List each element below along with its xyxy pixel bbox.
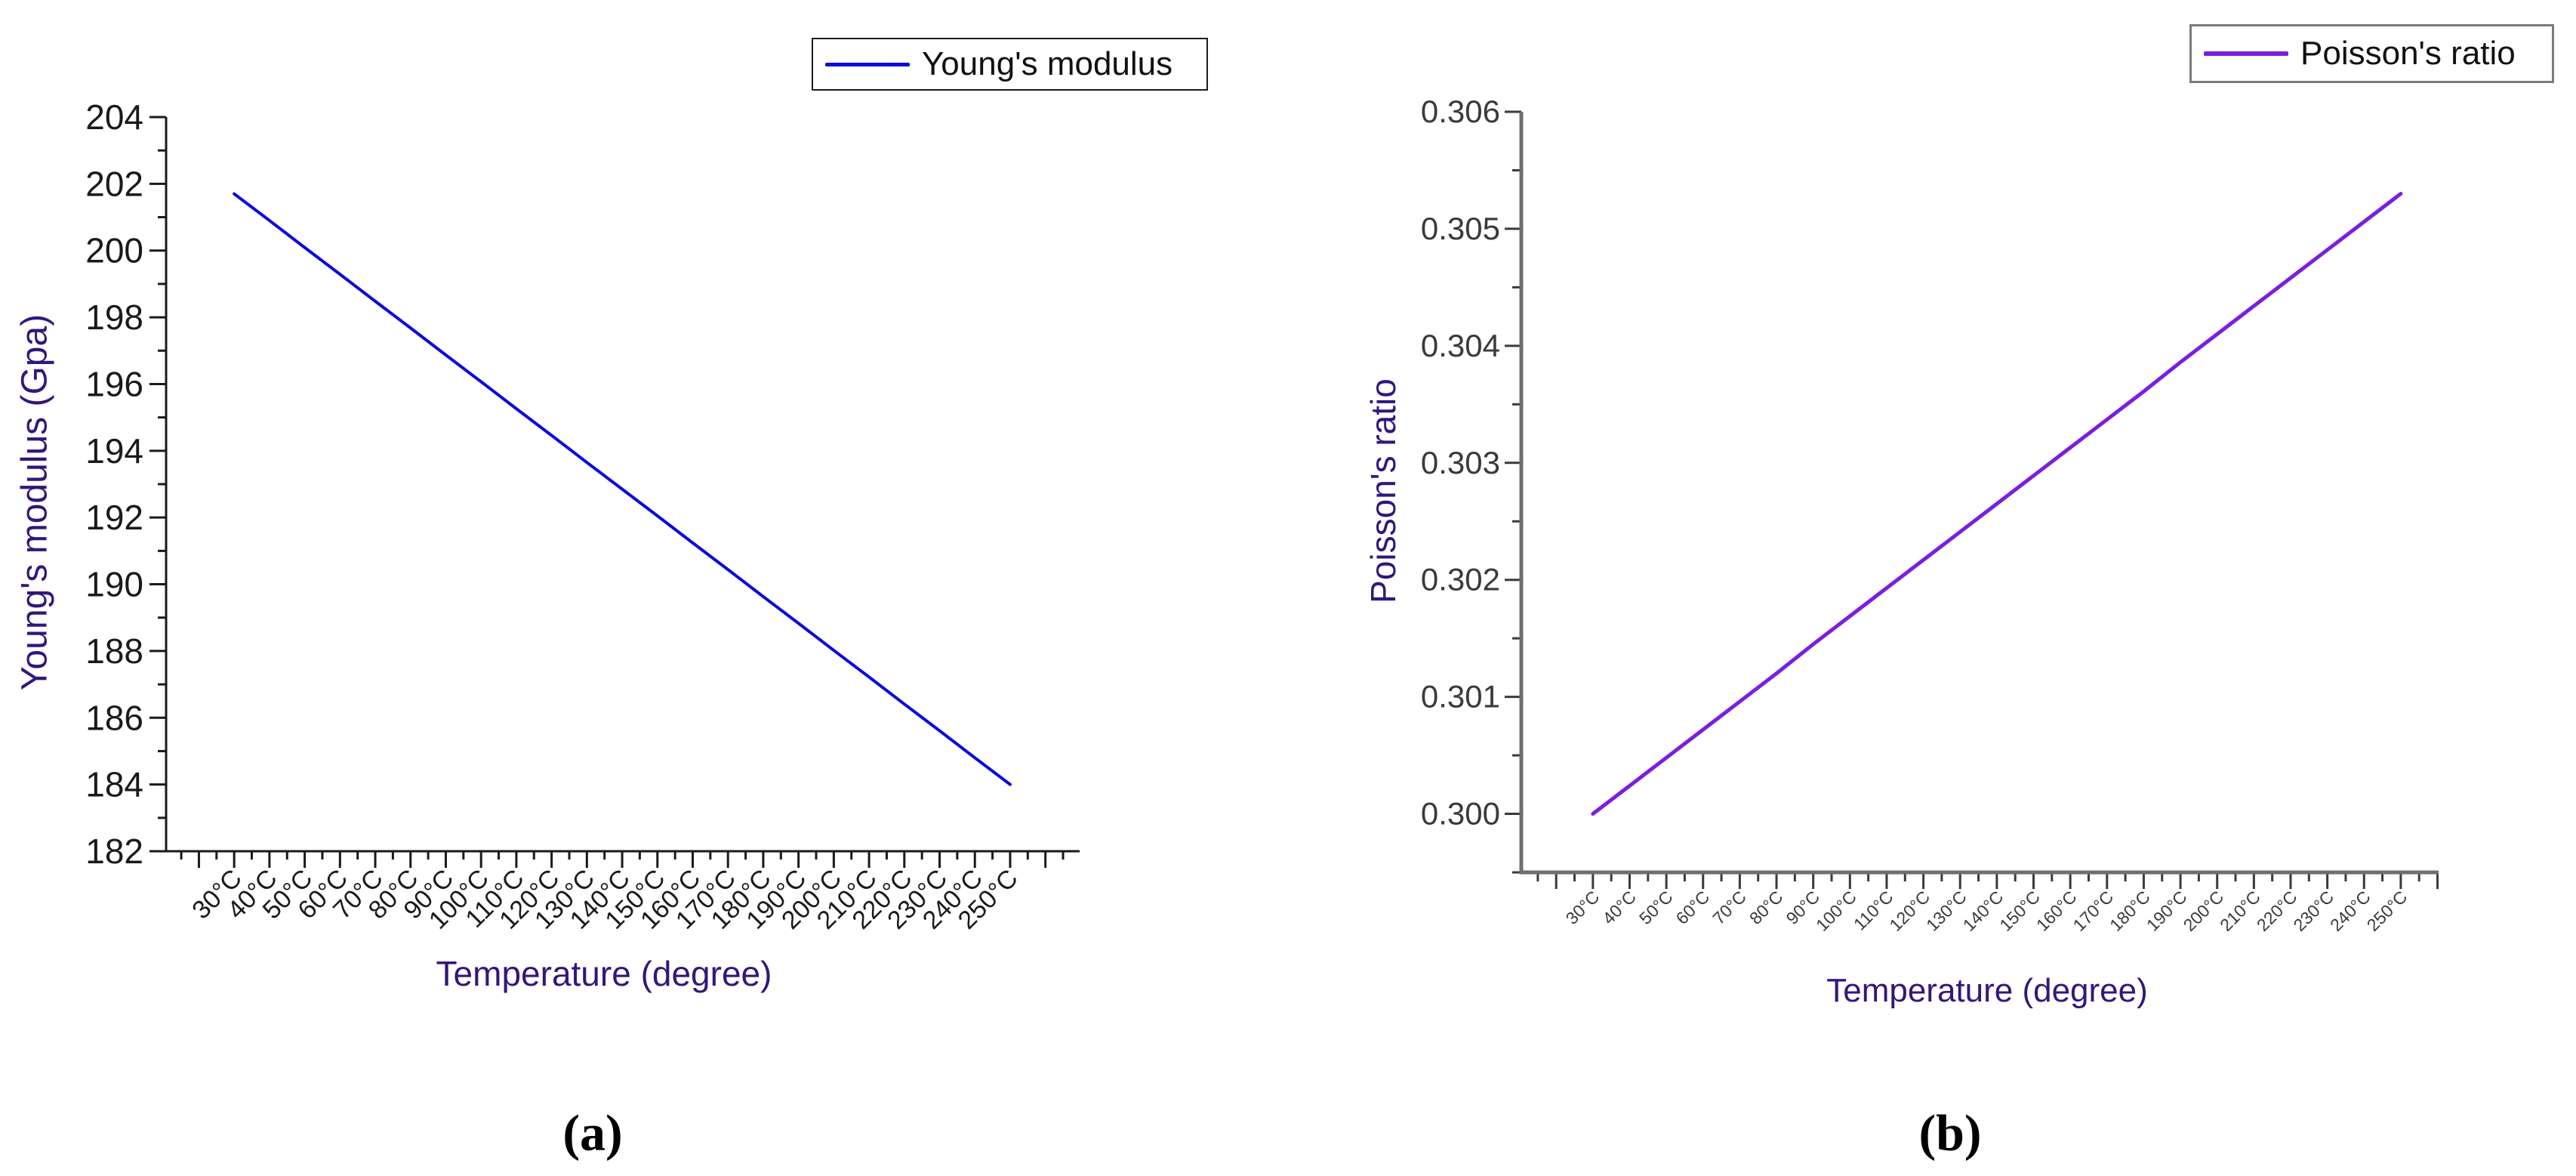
chart-a-y-tick-label: 198 (85, 298, 143, 337)
chart-b-x-tick-label: 110°C (1850, 887, 1897, 934)
chart-a-y-tick-label: 190 (85, 565, 143, 604)
chart-a-x-axis-title: Temperature (degree) (436, 954, 772, 993)
chart-b-x-tick-labels: 30°C40°C50°C60°C70°C80°C90°C100°C110°C12… (1562, 887, 2411, 935)
legend-b-line-swatch (2204, 51, 2288, 56)
chart-a-y-axis-title: Young's modulus (Gpa) (14, 313, 55, 691)
chart-b-x-tick-label: 210°C (2216, 887, 2264, 935)
chart-a-x-tick-labels: 30°C40°C50°C60°C70°C80°C90°C100°C110°C12… (186, 864, 1023, 935)
chart-a-y-tick-label: 204 (85, 97, 143, 137)
chart-b-x-tick-label: 190°C (2143, 887, 2191, 935)
legend-b-label: Poisson's ratio (2300, 35, 2516, 72)
chart-b-x-tick-label: 230°C (2289, 887, 2337, 935)
caption-b: (b) (1918, 1103, 1982, 1162)
chart-b-x-tick-label: 180°C (2106, 887, 2154, 935)
chart-b-axes (1519, 112, 2439, 875)
chart-b-x-tick-label: 130°C (1922, 887, 1971, 935)
chart-a-axes (165, 117, 1080, 853)
chart-b-y-ticks: 0.300 0.301 0.302 0.303 0.304 0.305 0.306 (1421, 94, 1521, 874)
chart-b-x-tick-label: 50°C (1635, 887, 1677, 928)
chart-a-y-tick-label: 200 (85, 231, 143, 270)
chart-b-x-axis-title: Temperature (degree) (1826, 972, 2148, 1009)
chart-b-y-tick-label: 0.301 (1421, 679, 1500, 715)
chart-a-y-tick-label: 186 (85, 698, 143, 737)
chart-a: 182 184 186 188 190 192 194 196 198 200 202 204 30°C… (85, 97, 1080, 935)
chart-a-y-ticks: 182 184 186 188 190 192 194 196 198 200 202 204 (85, 97, 166, 871)
chart-b-y-tick-label: 0.306 (1421, 94, 1500, 129)
chart-b: 0.300 0.301 0.302 0.303 0.304 0.305 0.306 30°C4… (1421, 94, 2439, 935)
chart-a-y-tick-label: 188 (85, 631, 143, 671)
chart-b-y-tick-label: 0.303 (1421, 445, 1500, 480)
chart-b-y-tick-label: 0.305 (1421, 211, 1500, 246)
chart-b-x-tick-label: 160°C (2032, 887, 2081, 935)
chart-b-x-tick-label: 250°C (2363, 887, 2411, 935)
chart-b-y-tick-label: 0.300 (1421, 796, 1500, 832)
chart-b-x-tick-label: 200°C (2179, 887, 2227, 935)
chart-b-y-tick-label: 0.304 (1421, 328, 1500, 363)
legend-a-label: Young's modulus (922, 45, 1173, 82)
legend-a: Young's modulus (812, 38, 1208, 91)
chart-a-x-ticks (180, 851, 1065, 868)
chart-b-data-line (1591, 191, 2403, 816)
legend-a-line-swatch (825, 62, 910, 66)
chart-b-x-tick-label: 40°C (1598, 887, 1640, 928)
chart-b-x-tick-label: 170°C (2069, 887, 2118, 935)
chart-b-x-ticks (1536, 872, 2439, 889)
chart-b-x-tick-label: 80°C (1746, 887, 1787, 928)
chart-a-y-tick-label: 182 (85, 832, 143, 871)
chart-b-x-tick-label: 70°C (1709, 887, 1750, 928)
legend-b: Poisson's ratio (2189, 24, 2554, 83)
chart-b-x-tick-label: 240°C (2326, 887, 2374, 935)
chart-b-x-tick-label: 140°C (1959, 887, 2007, 935)
chart-a-y-tick-label: 192 (85, 498, 143, 537)
chart-b-x-tick-label: 150°C (1995, 887, 2044, 935)
caption-a: (a) (562, 1103, 623, 1162)
chart-a-y-tick-label: 202 (85, 164, 143, 203)
chart-b-x-tick-label: 100°C (1812, 887, 1860, 935)
chart-b-y-axis-title: Poisson's ratio (1363, 378, 1403, 603)
chart-b-y-tick-label: 0.302 (1421, 562, 1500, 597)
chart-b-x-tick-label: 120°C (1885, 887, 1934, 935)
chart-b-x-tick-label: 60°C (1672, 887, 1714, 928)
chart-a-y-tick-label: 194 (85, 431, 143, 471)
chart-a-y-tick-label: 196 (85, 364, 143, 403)
chart-b-x-tick-label: 220°C (2253, 887, 2301, 935)
chart-a-y-tick-label: 184 (85, 765, 143, 804)
chart-a-data-line (233, 192, 1012, 786)
chart-b-x-tick-label: 30°C (1562, 887, 1604, 928)
